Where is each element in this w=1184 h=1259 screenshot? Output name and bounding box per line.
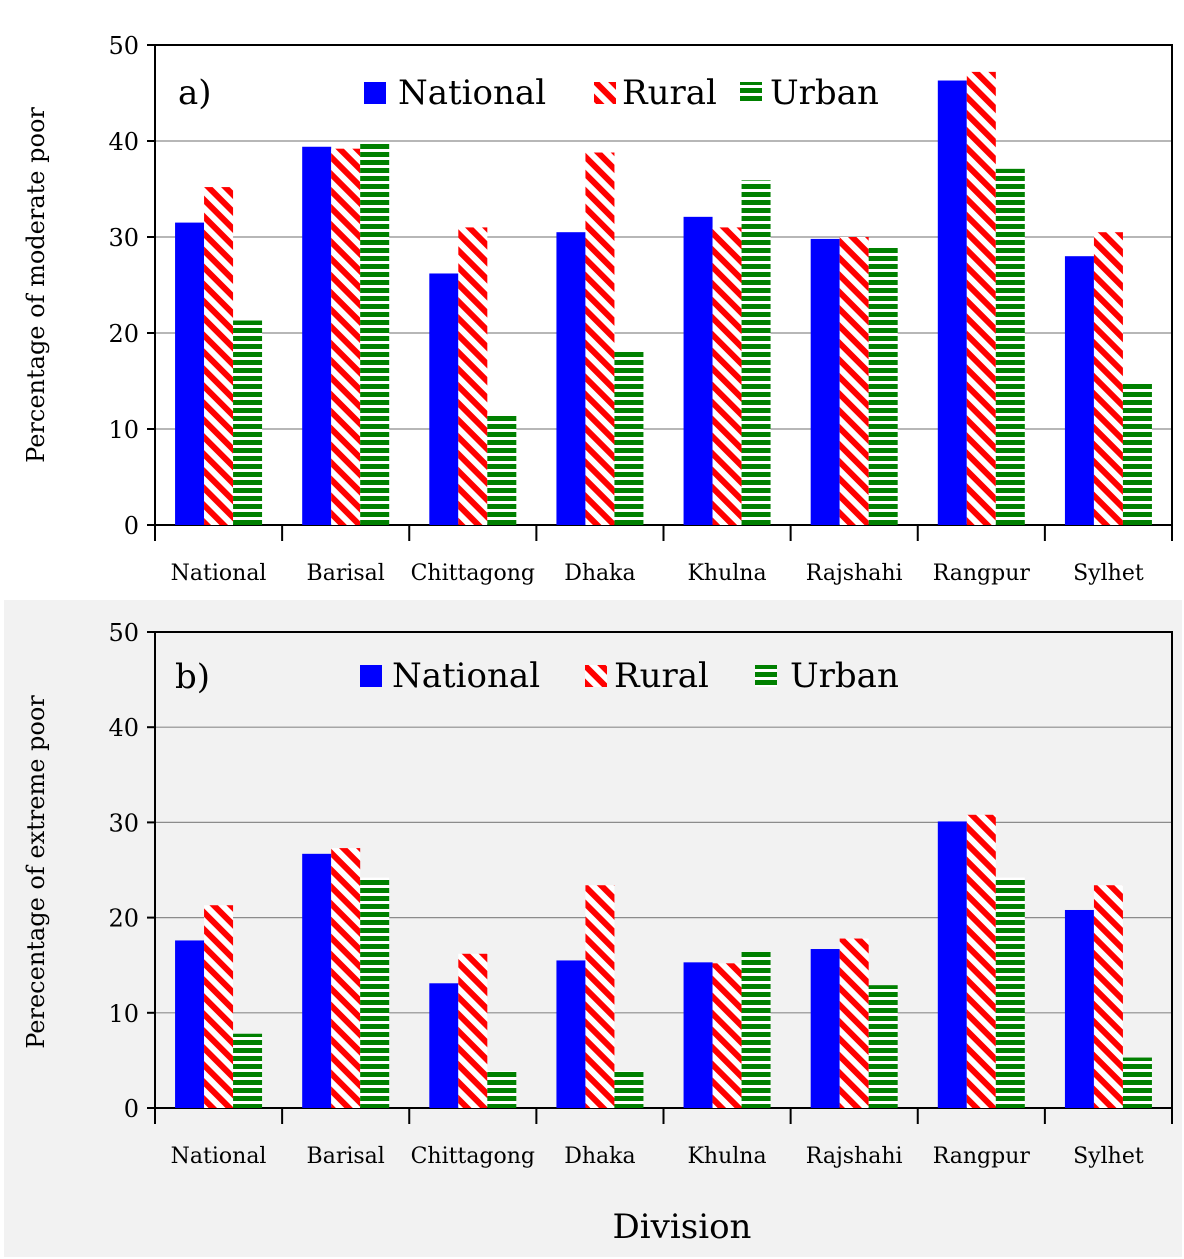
- bar-rural-dhaka: [585, 152, 615, 525]
- bar-national-khulna: [683, 962, 713, 1108]
- bar-urban-rangpur: [995, 168, 1025, 525]
- bar-urban-national: [233, 320, 263, 525]
- bar-national-rangpur: [937, 80, 967, 526]
- x-tick-label: Dhaka: [564, 561, 635, 586]
- x-tick-label: Chittagong: [411, 561, 535, 586]
- x-tick-label: Khulna: [688, 1144, 767, 1169]
- bar-national-chittagong: [429, 273, 459, 525]
- legend-label-rural: Rural: [614, 656, 709, 696]
- legend-label-national: National: [392, 656, 540, 696]
- x-tick-label: Chittagong: [411, 1144, 535, 1169]
- bar-national-barisal: [302, 853, 332, 1108]
- bar-urban-sylhet: [1122, 1057, 1152, 1108]
- bar-national-sylhet: [1064, 909, 1094, 1108]
- bar-urban-rajshahi: [868, 985, 898, 1108]
- y-axis-title: Perecentage of extreme poor: [22, 695, 50, 1049]
- legend-swatch-rural: [585, 665, 607, 687]
- bar-urban-barisal: [360, 877, 390, 1108]
- x-tick-label: Rajshahi: [806, 1144, 903, 1169]
- bar-rural-rajshahi: [839, 938, 869, 1108]
- bar-urban-barisal: [360, 141, 390, 525]
- x-tick-label: Barisal: [307, 1144, 385, 1169]
- bar-rural-barisal: [331, 848, 361, 1108]
- panel-label: a): [178, 73, 212, 113]
- bar-rural-sylhet: [1093, 885, 1123, 1108]
- y-tick-label: 0: [124, 512, 139, 540]
- legend-swatch-rural: [594, 82, 616, 104]
- bar-national-khulna: [683, 216, 713, 525]
- x-tick-label: Rangpur: [933, 1144, 1031, 1169]
- x-tick-label: Sylhet: [1073, 1144, 1144, 1169]
- legend-label-national: National: [398, 73, 546, 113]
- legend-swatch-urban: [755, 665, 777, 687]
- y-tick-label: 10: [108, 416, 139, 444]
- x-tick-label: Rangpur: [933, 561, 1031, 586]
- bar-rural-national: [204, 905, 234, 1108]
- legend-label-urban: Urban: [790, 656, 899, 696]
- y-tick-label: 20: [108, 320, 139, 348]
- x-axis-title: Division: [613, 1207, 752, 1247]
- y-axis-title: Percentage of moderate poor: [22, 107, 50, 463]
- x-tick-label: Khulna: [688, 561, 767, 586]
- bar-urban-national: [233, 1033, 263, 1108]
- bar-rural-rajshahi: [839, 237, 869, 525]
- bar-national-barisal: [302, 146, 332, 525]
- bar-national-dhaka: [556, 232, 586, 525]
- bar-urban-chittagong: [487, 413, 517, 525]
- y-tick-label: 20: [108, 905, 139, 933]
- y-tick-label: 40: [108, 714, 139, 742]
- bar-national-chittagong: [429, 983, 459, 1108]
- bar-rural-rangpur: [966, 814, 996, 1108]
- x-tick-label: Sylhet: [1073, 561, 1144, 586]
- y-tick-label: 10: [108, 1000, 139, 1028]
- x-tick-label: National: [171, 561, 267, 586]
- bar-national-sylhet: [1064, 256, 1094, 525]
- legend-label-rural: Rural: [622, 73, 717, 113]
- bar-urban-khulna: [741, 951, 771, 1108]
- x-tick-label: Rajshahi: [806, 561, 903, 586]
- bar-national-dhaka: [556, 960, 586, 1108]
- bar-national-national: [175, 940, 205, 1108]
- bar-rural-chittagong: [458, 953, 488, 1108]
- y-tick-label: 40: [108, 128, 139, 156]
- bar-national-national: [175, 222, 205, 525]
- bar-rural-barisal: [331, 148, 361, 525]
- bar-rural-sylhet: [1093, 232, 1123, 525]
- y-tick-label: 0: [124, 1095, 139, 1123]
- bar-rural-national: [204, 187, 234, 525]
- y-tick-label: 30: [108, 809, 139, 837]
- x-tick-label: National: [171, 1144, 267, 1169]
- panel-label: b): [175, 657, 210, 697]
- bar-urban-khulna: [741, 180, 771, 526]
- bar-rural-dhaka: [585, 885, 615, 1108]
- bar-rural-rangpur: [966, 71, 996, 525]
- x-tick-label: Barisal: [307, 561, 385, 586]
- bar-national-rangpur: [937, 821, 967, 1108]
- legend-swatch-national: [364, 82, 386, 104]
- bar-rural-khulna: [712, 227, 742, 525]
- bar-national-rajshahi: [810, 949, 840, 1108]
- bar-urban-dhaka: [614, 1070, 644, 1108]
- legend-swatch-national: [360, 665, 382, 687]
- panel-a: 0 10 20 30 40 50 National Barisal Chittagong Dhak…: [22, 32, 1173, 586]
- bar-urban-rajshahi: [868, 247, 898, 525]
- bar-national-rajshahi: [810, 238, 840, 526]
- y-tick-label: 50: [108, 32, 139, 60]
- legend-swatch-urban: [740, 82, 762, 104]
- bar-urban-chittagong: [487, 1070, 517, 1108]
- panel-b: 0 10 20 30 40 50 National Barisal Chittagong Dhak…: [22, 619, 1173, 1247]
- bar-rural-khulna: [712, 963, 742, 1108]
- bar-urban-rangpur: [995, 877, 1025, 1108]
- x-tick-label: Dhaka: [564, 1144, 635, 1169]
- bar-rural-chittagong: [458, 227, 488, 525]
- y-tick-label: 50: [108, 619, 139, 647]
- bar-urban-dhaka: [614, 350, 644, 525]
- y-tick-label: 30: [108, 224, 139, 252]
- legend-label-urban: Urban: [770, 73, 879, 113]
- bar-urban-sylhet: [1122, 382, 1152, 525]
